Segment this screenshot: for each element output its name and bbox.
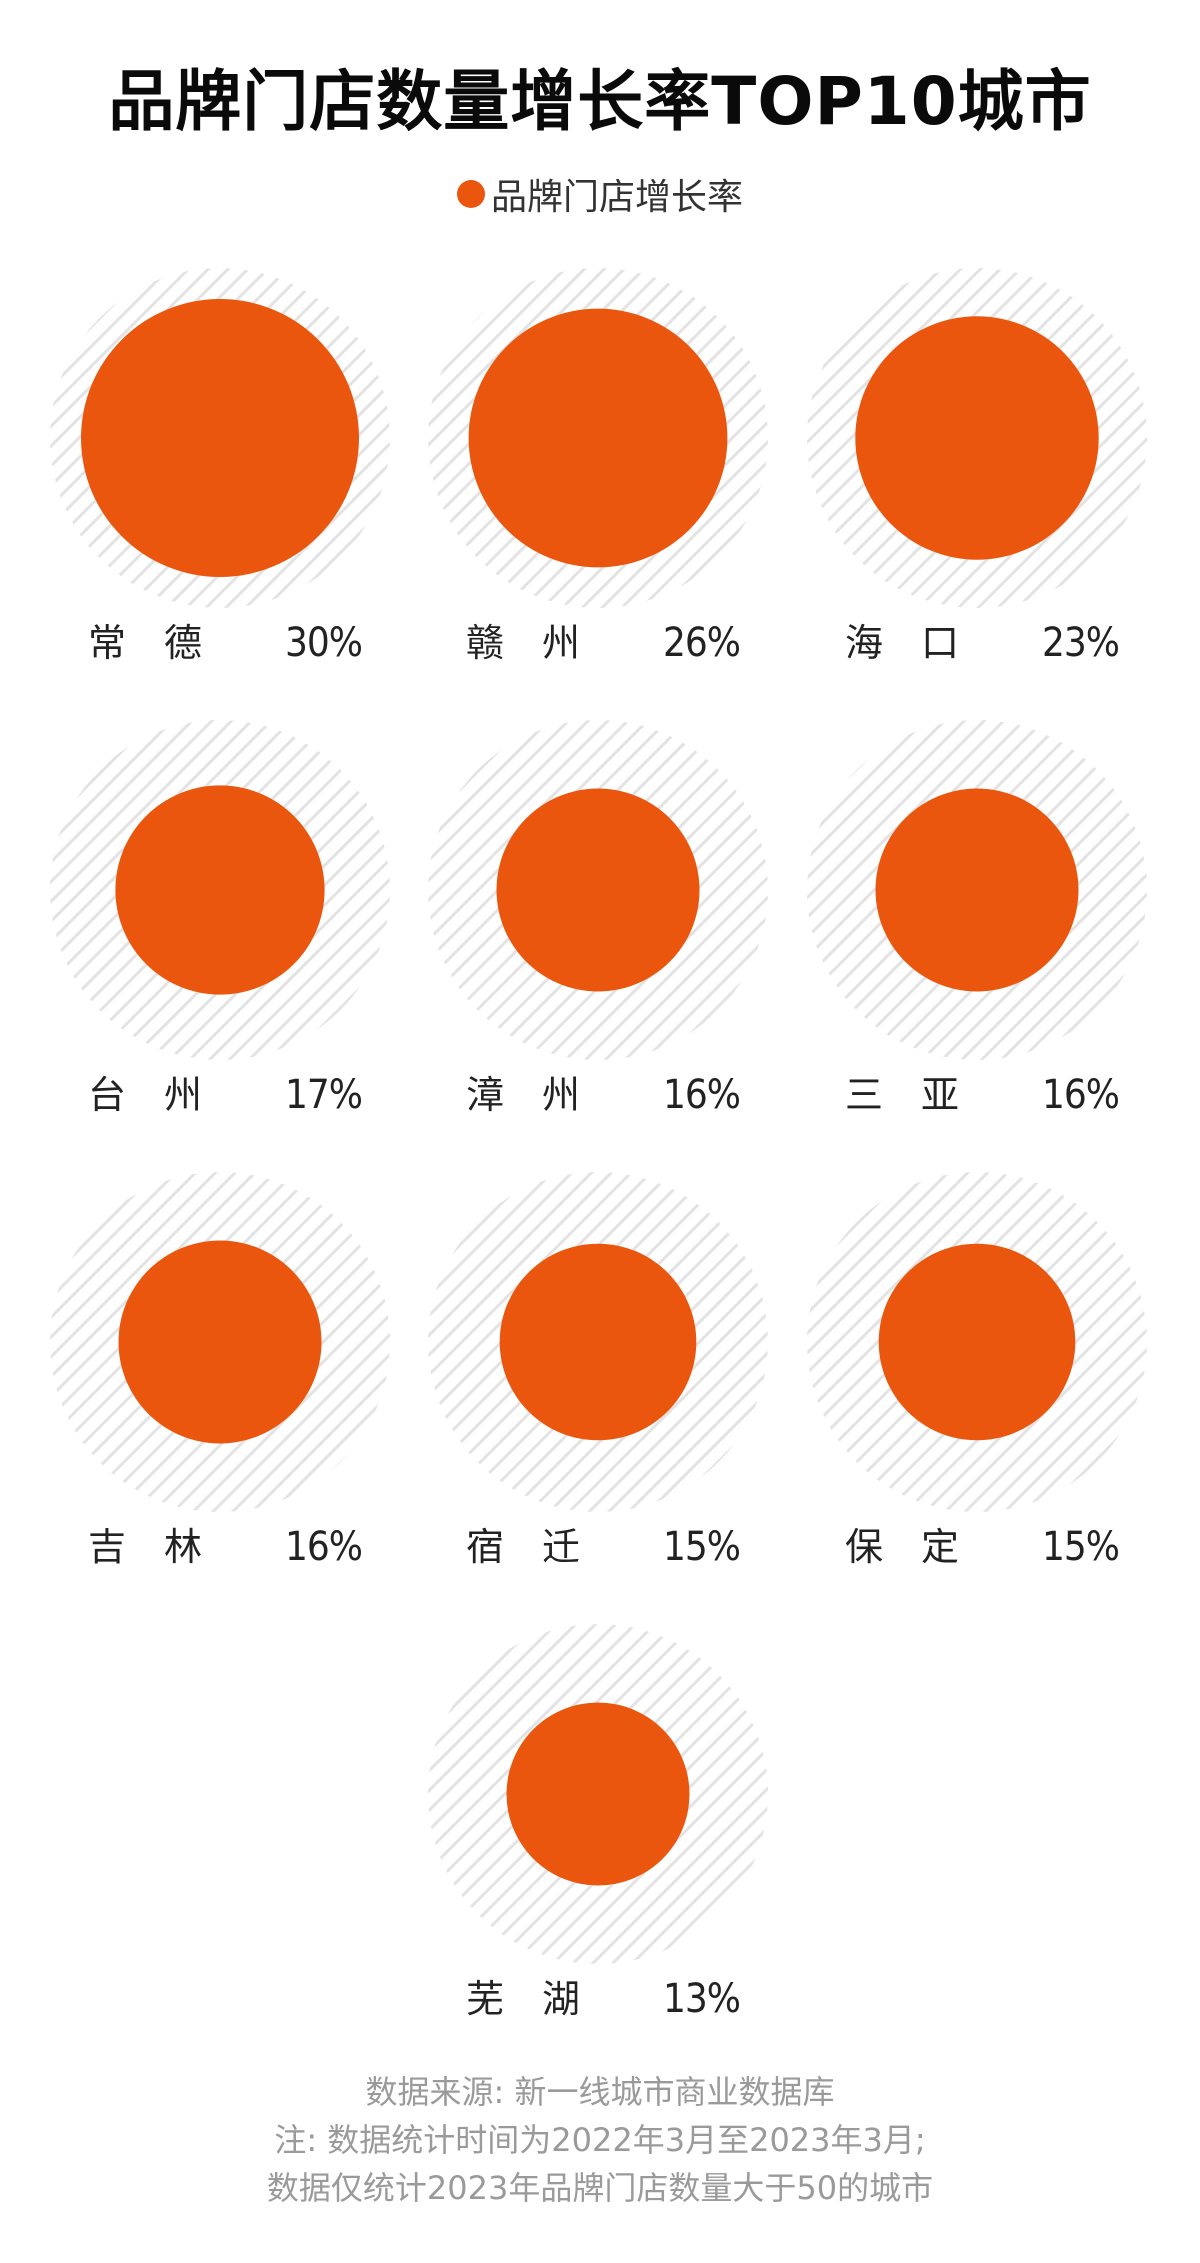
bubble-item: 海口 23%	[807, 268, 1147, 666]
footer-notes: 数据来源: 新一线城市商业数据库 注: 数据统计时间为2022年3月至2023年…	[0, 2068, 1200, 2212]
city-label: 保定	[845, 1525, 997, 1569]
value-label: 30%	[285, 620, 362, 666]
value-label: 13%	[663, 1976, 740, 2022]
city-label: 台州	[88, 1073, 240, 1117]
bubble-mark	[496, 788, 700, 992]
bubble-item: 漳州 16%	[428, 720, 768, 1118]
bubbles-group: 常德 30% 赣州 26% 海口 23% 台州 17% 漳州 16% 三亚 16% 吉林 16% 宿迁 15%…	[50, 268, 1147, 2022]
value-label: 17%	[285, 1072, 362, 1118]
bubble-item: 吉林 16%	[50, 1172, 390, 1570]
city-label: 海口	[845, 621, 997, 665]
footer-note-scope: 数据仅统计2023年品牌门店数量大于50的城市	[266, 2169, 934, 2207]
legend-marker	[456, 180, 485, 208]
bubble-item: 台州 17%	[50, 720, 390, 1118]
bubble-item: 宿迁 15%	[428, 1172, 768, 1570]
bubble-mark	[468, 308, 728, 568]
value-label: 16%	[663, 1072, 740, 1118]
bubble-mark	[115, 785, 325, 995]
bubble-mark	[506, 1702, 690, 1886]
bubble-mark	[499, 1243, 697, 1441]
value-label: 15%	[663, 1524, 740, 1570]
value-label: 16%	[285, 1524, 362, 1570]
bubble-mark	[875, 788, 1079, 992]
bubble-mark	[81, 299, 359, 577]
value-label: 23%	[1042, 620, 1119, 666]
bubble-item: 三亚 16%	[807, 720, 1147, 1118]
city-label: 吉林	[88, 1525, 240, 1569]
value-label: 16%	[1042, 1072, 1119, 1118]
legend: 品牌门店增长率	[0, 168, 1200, 220]
bubble-item: 保定 15%	[807, 1172, 1147, 1570]
footer-note-period: 注: 数据统计时间为2022年3月至2023年3月;	[274, 2121, 926, 2159]
footer-source: 数据来源: 新一线城市商业数据库	[365, 2073, 835, 2111]
bubble-mark	[878, 1243, 1076, 1441]
legend-label: 品牌门店增长率	[490, 177, 743, 218]
city-label: 宿迁	[466, 1525, 618, 1569]
chart-title: 品牌门店数量增长率TOP10城市	[108, 63, 1092, 140]
city-label: 三亚	[845, 1073, 997, 1117]
bubble-item: 常德 30%	[50, 268, 390, 666]
value-label: 15%	[1042, 1524, 1119, 1570]
bubble-item: 芜湖 13%	[428, 1624, 768, 2022]
bubble-chart: 常德 30% 赣州 26% 海口 23% 台州 17% 漳州 16% 三亚 16% 吉林 16% 宿迁 15%…	[50, 268, 1147, 2022]
city-label: 漳州	[466, 1073, 618, 1117]
bubble-mark	[118, 1240, 322, 1444]
city-label: 芜湖	[466, 1977, 618, 2021]
bubble-mark	[855, 316, 1099, 560]
bubble-item: 赣州 26%	[428, 268, 768, 666]
city-label: 常德	[88, 621, 240, 665]
city-label: 赣州	[466, 621, 618, 665]
value-label: 26%	[663, 620, 740, 666]
